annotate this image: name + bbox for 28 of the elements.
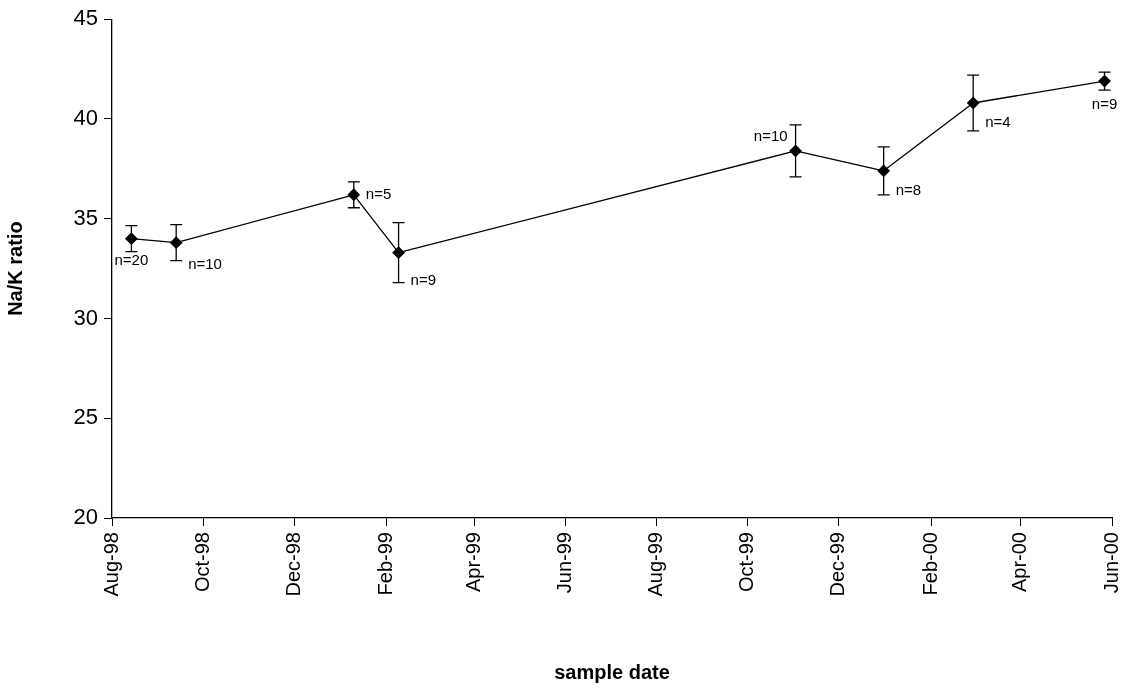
x-tick-label: Oct-99 bbox=[735, 532, 758, 593]
x-tick-label: Dec-99 bbox=[826, 532, 849, 597]
y-tick-label: 35 bbox=[73, 204, 98, 230]
annotation: n=5 bbox=[365, 184, 392, 202]
annotation: n=9 bbox=[410, 270, 437, 288]
annotation: n=10 bbox=[753, 127, 788, 145]
x-tick-label: Feb-99 bbox=[374, 532, 397, 596]
annotation: n=8 bbox=[895, 180, 922, 198]
y-tick-label: 20 bbox=[73, 504, 98, 530]
annotation: n=20 bbox=[114, 250, 149, 268]
x-tick-label: Jun-99 bbox=[553, 532, 576, 594]
y-tick-label: 40 bbox=[73, 105, 98, 131]
annotation: n=10 bbox=[188, 254, 222, 272]
x-tick-label: Aug-98 bbox=[99, 532, 122, 597]
annotation: n=9 bbox=[1091, 95, 1118, 113]
x-tick-label: Feb-00 bbox=[918, 532, 941, 596]
x-tick-label: Aug-99 bbox=[644, 532, 667, 597]
y-tick-label: 45 bbox=[73, 5, 98, 31]
x-tick-label: Apr-00 bbox=[1008, 532, 1031, 593]
y-tick-label: 30 bbox=[73, 304, 98, 330]
x-tick-label: Apr-99 bbox=[462, 532, 485, 593]
annotation: n=4 bbox=[985, 113, 1011, 131]
y-axis-title: Na/K ratio bbox=[3, 221, 26, 316]
x-tick-label: Jun-00 bbox=[1099, 532, 1122, 594]
x-tick-label: Dec-98 bbox=[281, 532, 304, 597]
x-axis-title: sample date bbox=[554, 660, 670, 683]
x-tick-label: Oct-98 bbox=[190, 532, 213, 593]
y-tick-label: 25 bbox=[73, 404, 98, 430]
